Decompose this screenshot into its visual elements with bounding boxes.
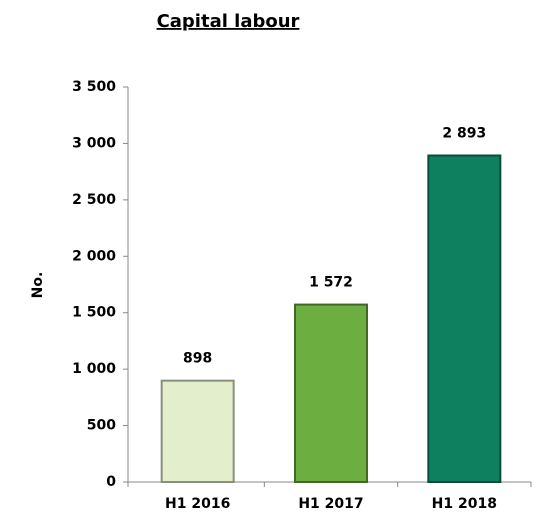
y-tick-label: 0 [106,474,116,490]
y-tick-label: 1 500 [72,305,116,321]
y-tick-label: 2 000 [72,248,116,264]
chart-title: Capital labour [157,11,300,32]
x-tick-label: H1 2016 [165,496,230,512]
y-tick-label: 500 [87,418,116,434]
data-label: 898 [183,351,212,367]
bar [294,303,368,483]
data-label: 1 572 [309,275,353,291]
y-tick-label: 3 500 [72,79,116,95]
y-tick-label: 2 500 [72,192,116,208]
x-tick-label: H1 2018 [432,496,497,512]
data-label: 2 893 [442,126,486,142]
x-tick-label: H1 2017 [298,496,363,512]
bar [427,154,502,484]
y-tick-label: 1 000 [72,361,116,377]
bar [160,379,235,484]
y-tick-label: 3 000 [72,135,116,151]
y-axis-label: No. [30,272,46,299]
